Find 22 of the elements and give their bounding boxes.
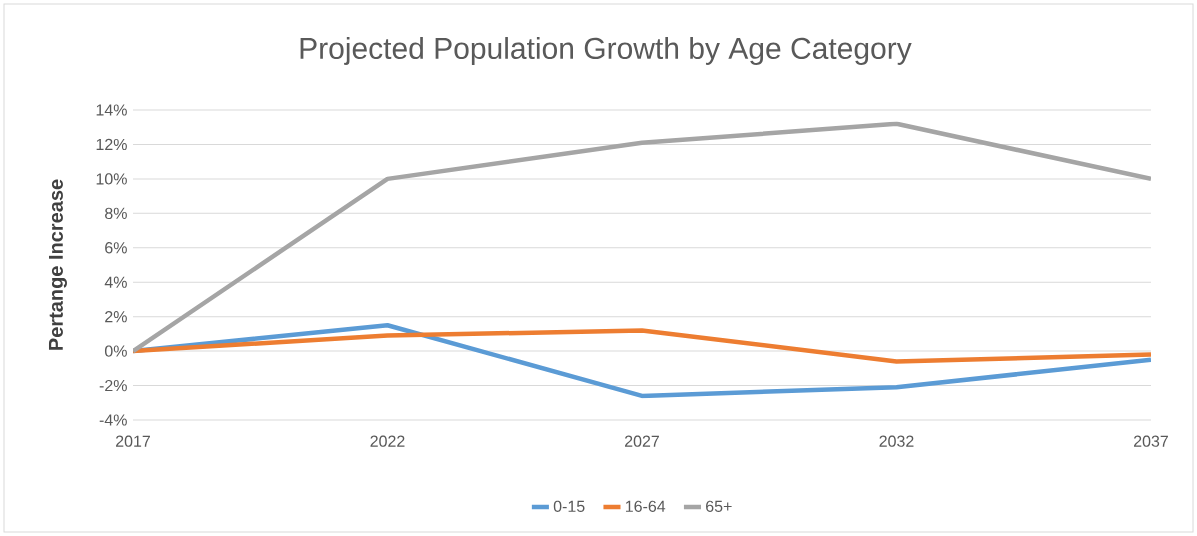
y-tick-label: -4% [99, 414, 127, 426]
x-tick-label: 2017 [116, 435, 150, 447]
legend-label: 65+ [706, 500, 732, 512]
y-tick-label: 2% [105, 311, 127, 323]
legend-label: 16-64 [625, 500, 666, 512]
x-tick-label: 2022 [370, 435, 405, 447]
x-tick-label: 2037 [1133, 435, 1168, 447]
y-tick-label: 10% [96, 173, 127, 185]
y-tick-label: 12% [96, 138, 127, 151]
chart-title: Projected Population Growth by Age Category [300, 37, 912, 65]
y-tick-label: -2% [99, 379, 127, 392]
line-series [133, 121, 1151, 354]
y-axis-title: Pertange Increase [48, 179, 67, 350]
y-tick-label: 14% [96, 104, 127, 116]
line-series [133, 328, 1151, 364]
x-tick-label: 2027 [625, 435, 659, 447]
y-tick-label: 4% [104, 276, 127, 288]
legend-label: 0-15 [553, 500, 585, 512]
y-tick-label: 8% [105, 207, 127, 219]
y-tick-label: 6% [105, 242, 127, 254]
x-tick-label: 2032 [879, 435, 914, 447]
y-tick-label: 0% [104, 345, 127, 357]
